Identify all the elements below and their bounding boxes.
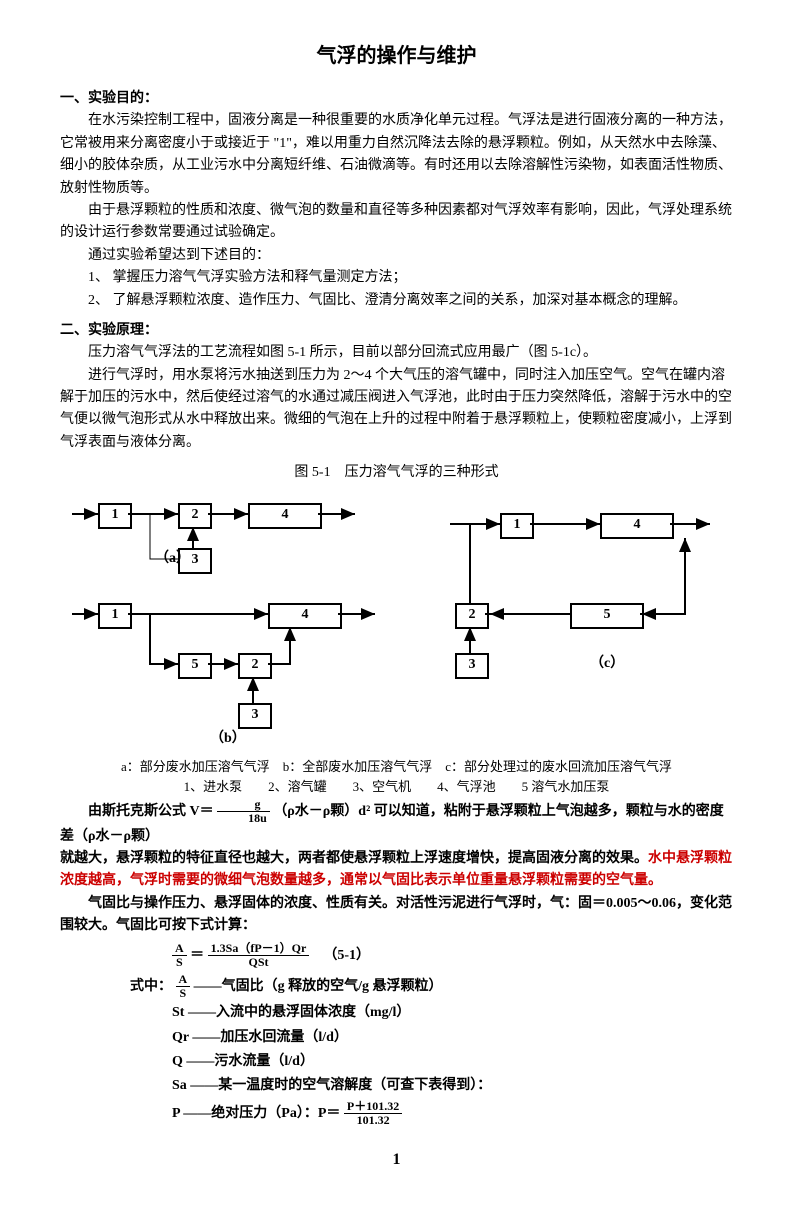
sec1-li2: 2、 了解悬浮颗粒浓度、造作压力、气固比、澄清分离效率之间的关系，加深对基本概念… (60, 290, 733, 312)
def-qr: Qr ——加压水回流量（l/d） (60, 1027, 733, 1049)
p3-line: 气固比与操作压力、悬浮固体的浓度、性质有关。对活性污泥进行气浮时，气：固＝0.0… (60, 893, 733, 938)
cap-a: a：部分废水加压溶气气浮 (121, 759, 270, 774)
sec1-p2: 由于悬浮颗粒的性质和浓度、微气泡的数量和直径等多种因素都对气浮效率有影响，因此，… (60, 200, 733, 245)
box-c1: 1 (500, 513, 534, 539)
cap-c: c：部分处理过的废水回流加压溶气气浮 (445, 759, 672, 774)
f1-eq: ＝ (190, 947, 204, 962)
cap-b: b：全部废水加压溶气气浮 (283, 759, 433, 774)
stokes-pre: 由斯托克斯公式 V＝ (88, 804, 214, 819)
sec2-p2: 进行气浮时，用水泵将污水抽送到压力为 2～4 个大气压的溶气罐中，同时注入加压空… (60, 365, 733, 455)
def-as-d: S (176, 987, 191, 1000)
f1-label: （5-1） (323, 947, 370, 962)
box-c5: 5 (570, 603, 644, 629)
stokes-den: 18u (217, 812, 270, 825)
stokes-frac: g 18u (217, 798, 270, 825)
f1-ln: A (172, 942, 187, 956)
box-b1: 1 (98, 603, 132, 629)
box-b5: 5 (178, 653, 212, 679)
def-head-text: 式中： (130, 979, 172, 994)
def-p-pre: P ——绝对压力（Pa）：P＝ (172, 1106, 340, 1121)
diagram-caption1: a：部分废水加压溶气气浮 b：全部废水加压溶气气浮 c：部分处理过的废水回流加压… (60, 757, 733, 778)
def-head: 式中： A S ——气固比（g 释放的空气/g 悬浮颗粒） (60, 973, 733, 1000)
f1-rd: QSt (208, 956, 310, 969)
f1-right: 1.3Sa（fP－1）Qr QSt (208, 942, 310, 969)
box-c4: 4 (600, 513, 674, 539)
box-b4: 4 (268, 603, 342, 629)
sec1-header: 一、实验目的： (60, 88, 733, 110)
stokes-num: g (217, 798, 270, 812)
sec1-p3: 通过实验希望达到下述目的： (60, 245, 733, 267)
def-as-text: ——气固比（g 释放的空气/g 悬浮颗粒） (194, 979, 443, 994)
def-as-frac: A S (176, 973, 191, 1000)
box-c2: 2 (455, 603, 489, 629)
sec2-p1: 压力溶气气浮法的工艺流程如图 5-1 所示，目前以部分回流式应用最广（图 5-1… (60, 342, 733, 364)
box-c3: 3 (455, 653, 489, 679)
def-p-n: P＋101.32 (344, 1100, 402, 1114)
figure-title: 图 5-1 压力溶气气浮的三种形式 (60, 462, 733, 484)
sec2-header: 二、实验原理： (60, 320, 733, 342)
def-sa: Sa ——某一温度时的空气溶解度（可查下表得到）： (60, 1075, 733, 1097)
box-a2: 2 (178, 503, 212, 529)
def-p-frac: P＋101.32 101.32 (344, 1100, 402, 1127)
box-b3: 3 (238, 703, 272, 729)
f1-ld: S (172, 956, 187, 969)
page-title: 气浮的操作与维护 (60, 40, 733, 72)
box-a1: 1 (98, 503, 132, 529)
label-a: （a） (155, 548, 190, 570)
p2-line: 就越大，悬浮颗粒的特征直径也越大，两者都使悬浮颗粒上浮速度增快，提高固液分离的效… (60, 848, 733, 893)
box-b2: 2 (238, 653, 272, 679)
stokes-line: 由斯托克斯公式 V＝ g 18u （ρ水－ρ颗）d² 可以知道，粘附于悬浮颗粒上… (60, 798, 733, 848)
def-p-d: 101.32 (344, 1114, 402, 1127)
diagram: 1 2 4 3 （a） 1 4 5 2 3 （b） 1 4 2 5 3 （c） (60, 493, 733, 753)
def-as-n: A (176, 973, 191, 987)
def-q: Q ——污水流量（l/d） (60, 1051, 733, 1073)
def-p: P ——绝对压力（Pa）：P＝ P＋101.32 101.32 (60, 1100, 733, 1127)
label-b: （b） (210, 728, 246, 750)
box-a4: 4 (248, 503, 322, 529)
label-c: （c） (590, 653, 624, 675)
f1-left: A S (172, 942, 187, 969)
page-number: 1 (60, 1147, 733, 1173)
diagram-caption2: 1、进水泵 2、溶气罐 3、空气机 4、气浮池 5 溶气水加压泵 (60, 777, 733, 798)
p2a: 就越大，悬浮颗粒的特征直径也越大，两者都使悬浮颗粒上浮速度增快，提高固液分离的效… (60, 851, 648, 866)
f1-rn: 1.3Sa（fP－1）Qr (208, 942, 310, 956)
formula-5-1: A S ＝ 1.3Sa（fP－1）Qr QSt （5-1） (60, 942, 733, 969)
sec1-p1: 在水污染控制工程中，固液分离是一种很重要的水质净化单元过程。气浮法是进行固液分离… (60, 110, 733, 200)
sec1-li1: 1、 掌握压力溶气气浮实验方法和释气量测定方法； (60, 267, 733, 289)
def-st: St ——入流中的悬浮固体浓度（mg/l） (60, 1002, 733, 1024)
